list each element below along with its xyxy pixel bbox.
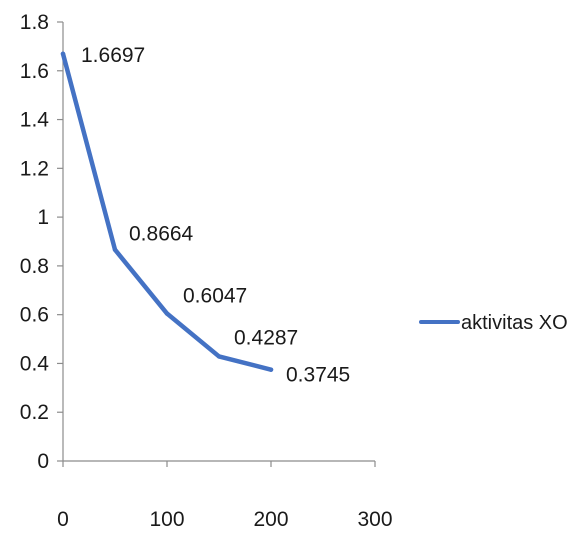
data-label: 0.8664	[129, 223, 194, 246]
data-label: 0.6047	[183, 285, 247, 308]
x-tick-label: 300	[357, 508, 392, 531]
data-point	[112, 247, 118, 252]
y-tick-label: 0.2	[20, 401, 49, 424]
y-tick-label: 1	[37, 206, 49, 229]
y-tick-label: 0.4	[20, 352, 50, 375]
x-tick-label: 0	[57, 508, 69, 531]
data-label: 1.6697	[81, 44, 145, 67]
data-label: 0.4287	[234, 326, 298, 349]
y-tick-label: 1.8	[20, 11, 49, 34]
y-tick-label: 0.8	[20, 255, 49, 278]
data-point	[60, 51, 66, 56]
x-tick-label: 100	[149, 508, 184, 531]
series-line-aktivitas-xo	[60, 51, 274, 372]
y-tick-label: 1.2	[20, 157, 49, 180]
series-layer	[60, 51, 274, 372]
x-axis-ticks: 0 100 200 300	[57, 461, 393, 531]
data-point	[164, 311, 170, 316]
y-axis-ticks: 0 0.2 0.4 0.6 0.8 1 1.2 1.4 1.6 1.8	[20, 11, 63, 473]
legend: aktivitas XO	[419, 312, 568, 334]
y-tick-label: 0.6	[20, 304, 49, 327]
y-tick-label: 1.4	[20, 109, 50, 132]
axes	[62, 22, 375, 462]
data-label: 0.3745	[286, 364, 350, 387]
data-point	[216, 354, 222, 359]
y-tick-label: 0	[37, 450, 49, 473]
data-point	[268, 367, 274, 372]
x-tick-label: 200	[253, 508, 288, 531]
data-labels: 1.6697 0.8664 0.6047 0.4287 0.3745	[81, 44, 350, 387]
legend-label: aktivitas XO	[461, 312, 568, 334]
y-tick-label: 1.6	[20, 60, 49, 83]
